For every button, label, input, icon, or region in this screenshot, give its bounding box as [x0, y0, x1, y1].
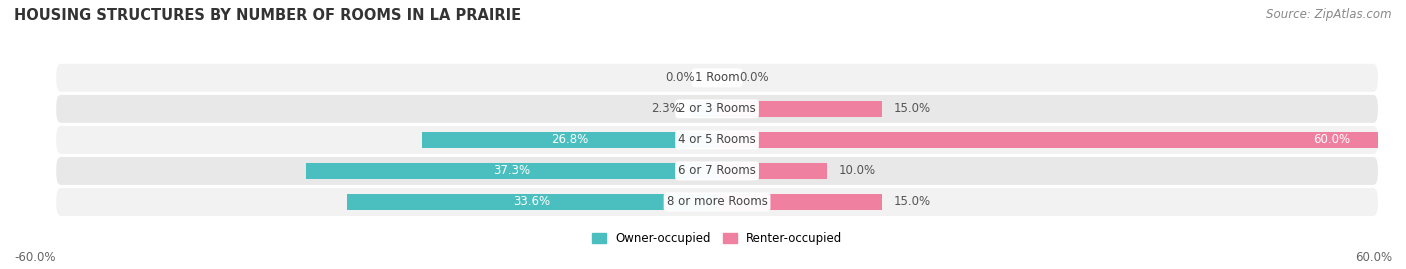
Text: 15.0%: 15.0% — [893, 102, 931, 115]
FancyBboxPatch shape — [56, 188, 1378, 216]
Text: -60.0%: -60.0% — [14, 251, 56, 264]
Bar — [717, 194, 883, 210]
Bar — [692, 101, 717, 117]
FancyBboxPatch shape — [56, 157, 1378, 185]
Bar — [422, 132, 717, 148]
Bar — [717, 101, 883, 117]
Text: 1 Room: 1 Room — [695, 71, 740, 84]
Legend: Owner-occupied, Renter-occupied: Owner-occupied, Renter-occupied — [586, 228, 848, 250]
FancyBboxPatch shape — [56, 126, 1378, 154]
Text: 37.3%: 37.3% — [494, 164, 530, 178]
Text: 4 or 5 Rooms: 4 or 5 Rooms — [678, 133, 756, 146]
Text: 33.6%: 33.6% — [513, 196, 551, 208]
Text: HOUSING STRUCTURES BY NUMBER OF ROOMS IN LA PRAIRIE: HOUSING STRUCTURES BY NUMBER OF ROOMS IN… — [14, 8, 522, 23]
Text: 0.0%: 0.0% — [740, 71, 769, 84]
Text: 8 or more Rooms: 8 or more Rooms — [666, 196, 768, 208]
Bar — [347, 194, 717, 210]
Text: 2.3%: 2.3% — [651, 102, 681, 115]
Text: 15.0%: 15.0% — [893, 196, 931, 208]
Text: 6 or 7 Rooms: 6 or 7 Rooms — [678, 164, 756, 178]
Bar — [717, 163, 827, 179]
Text: 60.0%: 60.0% — [1355, 251, 1392, 264]
Bar — [717, 132, 1378, 148]
Text: 60.0%: 60.0% — [1313, 133, 1350, 146]
Text: 0.0%: 0.0% — [665, 71, 695, 84]
Text: 26.8%: 26.8% — [551, 133, 588, 146]
Bar — [307, 163, 717, 179]
FancyBboxPatch shape — [56, 95, 1378, 123]
Text: 2 or 3 Rooms: 2 or 3 Rooms — [678, 102, 756, 115]
Text: Source: ZipAtlas.com: Source: ZipAtlas.com — [1267, 8, 1392, 21]
FancyBboxPatch shape — [56, 64, 1378, 92]
Text: 10.0%: 10.0% — [838, 164, 876, 178]
